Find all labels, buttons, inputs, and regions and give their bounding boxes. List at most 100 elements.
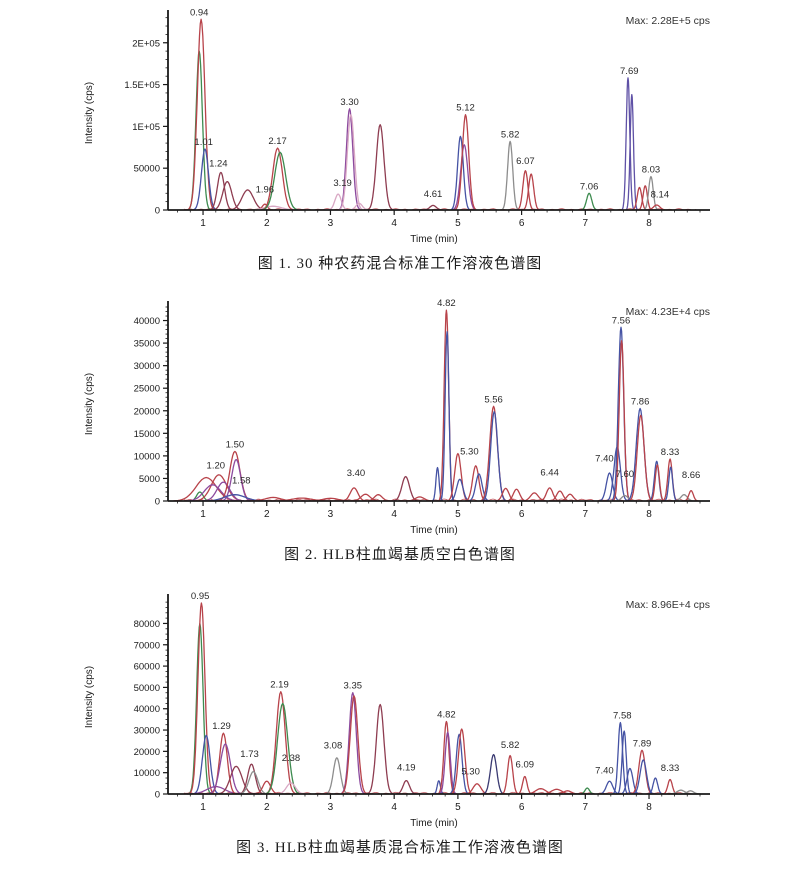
svg-text:7: 7	[583, 802, 589, 813]
max-intensity-label: Max: 4.23E+4 cps	[626, 306, 710, 318]
svg-text:1: 1	[200, 802, 206, 813]
svg-text:4: 4	[391, 218, 397, 229]
figure-3: 1 2 3 4 5 6 7 8 0 10000 20000 30000 40000 50000 60000 7…	[0, 586, 800, 859]
svg-text:7.86: 7.86	[631, 397, 650, 408]
peak-labels: 0.95 1.29 1.73 2.19 2.38 3.08 3.35 4.19 4.82 5.30…	[191, 591, 679, 778]
svg-text:5: 5	[455, 802, 461, 813]
y-axis-title: Intensity (cps)	[84, 373, 95, 435]
svg-text:8: 8	[646, 218, 652, 229]
svg-text:3.19: 3.19	[333, 178, 352, 189]
svg-text:0.94: 0.94	[190, 7, 209, 18]
svg-text:8.33: 8.33	[661, 447, 680, 458]
svg-text:3.30: 3.30	[340, 97, 359, 108]
figure-2-caption: 图 2. HLB柱血竭基质空白色谱图	[284, 547, 516, 563]
svg-text:2.17: 2.17	[268, 136, 287, 147]
svg-text:0.95: 0.95	[191, 591, 210, 602]
svg-text:2: 2	[264, 509, 270, 520]
svg-text:1: 1	[200, 509, 206, 520]
svg-text:1.29: 1.29	[212, 721, 231, 732]
x-axis-title: Time (min)	[410, 234, 457, 245]
svg-text:3.08: 3.08	[324, 740, 343, 751]
svg-text:70000: 70000	[134, 640, 160, 651]
svg-text:0: 0	[155, 206, 160, 217]
figure-2: 1 2 3 4 5 6 7 8 0 5000 10000 15000 20000 25000 30000 35…	[0, 293, 800, 566]
svg-text:8.14: 8.14	[651, 190, 670, 201]
svg-text:5.82: 5.82	[501, 129, 520, 140]
spacer	[0, 566, 800, 586]
svg-text:4.82: 4.82	[437, 298, 456, 309]
svg-text:4.61: 4.61	[424, 189, 443, 200]
svg-text:6: 6	[519, 218, 525, 229]
svg-text:3: 3	[328, 218, 334, 229]
svg-text:5: 5	[455, 509, 461, 520]
svg-text:1.01: 1.01	[194, 137, 213, 148]
max-intensity-label: Max: 2.28E+5 cps	[626, 15, 710, 27]
svg-text:7.06: 7.06	[580, 181, 599, 192]
svg-text:1E+05: 1E+05	[132, 122, 160, 133]
spacer	[0, 275, 800, 293]
svg-text:80000: 80000	[134, 619, 160, 630]
svg-text:1.96: 1.96	[256, 185, 275, 196]
svg-text:7.60: 7.60	[616, 469, 635, 480]
svg-text:1.50: 1.50	[226, 439, 245, 450]
svg-text:6: 6	[519, 509, 525, 520]
y-axis-title: Intensity (cps)	[84, 666, 95, 728]
svg-text:7: 7	[583, 218, 589, 229]
svg-text:5.56: 5.56	[484, 394, 503, 405]
svg-text:50000: 50000	[134, 164, 160, 175]
svg-text:7: 7	[583, 509, 589, 520]
traces	[183, 602, 702, 795]
peak-labels: 1.201.50 1.58 3.40 4.82 5.30 5.56 6.44 7.40 7.56…	[207, 298, 701, 486]
svg-text:40000: 40000	[134, 704, 160, 715]
chromatogram-svg-2: 1 2 3 4 5 6 7 8 0 5000 10000 15000 20000 25000 30000 35…	[84, 298, 710, 536]
svg-text:5.30: 5.30	[460, 447, 479, 458]
y-axis-title: Intensity (cps)	[84, 82, 95, 144]
svg-text:1.58: 1.58	[232, 475, 251, 486]
chromatogram-3: 1 2 3 4 5 6 7 8 0 10000 20000 30000 40000 50000 60000 7…	[0, 586, 800, 836]
svg-text:4: 4	[391, 509, 397, 520]
svg-text:3.40: 3.40	[347, 468, 366, 479]
axes: 1 2 3 4 5 6 7 8 0 5000 10000 15000 20000 25000 30000 35…	[134, 301, 710, 520]
figure-1-caption: 图 1. 30 种农药混合标准工作溶液色谱图	[257, 256, 543, 272]
svg-text:5.30: 5.30	[461, 767, 480, 778]
svg-text:20000: 20000	[134, 747, 160, 758]
svg-text:15000: 15000	[134, 429, 160, 440]
svg-text:60000: 60000	[134, 662, 160, 673]
svg-text:8.33: 8.33	[661, 763, 680, 774]
svg-text:1.5E+05: 1.5E+05	[124, 80, 160, 91]
svg-text:0: 0	[155, 790, 160, 801]
svg-text:5.82: 5.82	[501, 740, 520, 751]
svg-text:10000: 10000	[134, 451, 160, 462]
svg-text:5: 5	[455, 218, 461, 229]
svg-text:7.89: 7.89	[633, 738, 652, 749]
figure-1: 1 2 3 4 5 6 7 8 0 50000 1E+05 1.5E+05 2E+05 Time (min…	[0, 2, 800, 275]
svg-text:50000: 50000	[134, 683, 160, 694]
svg-text:4.82: 4.82	[437, 710, 456, 721]
svg-text:8: 8	[646, 509, 652, 520]
svg-text:20000: 20000	[134, 406, 160, 417]
svg-text:25000: 25000	[134, 384, 160, 395]
svg-text:6.07: 6.07	[516, 156, 535, 167]
x-axis-title: Time (min)	[410, 525, 457, 536]
svg-text:2E+05: 2E+05	[132, 38, 160, 49]
svg-text:5.12: 5.12	[456, 103, 475, 114]
svg-text:1: 1	[200, 218, 206, 229]
svg-text:7.58: 7.58	[613, 711, 632, 722]
chromatogram-svg-1: 1 2 3 4 5 6 7 8 0 50000 1E+05 1.5E+05 2E+05 Time (min…	[84, 7, 710, 245]
svg-text:2: 2	[264, 218, 270, 229]
svg-text:8.66: 8.66	[682, 470, 701, 481]
svg-text:3.35: 3.35	[344, 681, 363, 692]
svg-text:2: 2	[264, 802, 270, 813]
svg-text:4.19: 4.19	[397, 762, 416, 773]
svg-text:7.69: 7.69	[620, 66, 639, 77]
svg-text:6.44: 6.44	[540, 467, 559, 478]
svg-text:2.19: 2.19	[270, 680, 289, 691]
svg-text:1.73: 1.73	[240, 749, 259, 760]
svg-text:7.40: 7.40	[595, 765, 614, 776]
chromatogram-svg-3: 1 2 3 4 5 6 7 8 0 10000 20000 30000 40000 50000 60000 7…	[84, 591, 710, 829]
traces	[183, 18, 697, 211]
svg-text:7.40: 7.40	[595, 453, 614, 464]
chromatogram-1: 1 2 3 4 5 6 7 8 0 50000 1E+05 1.5E+05 2E+05 Time (min…	[0, 2, 800, 252]
svg-text:30000: 30000	[134, 726, 160, 737]
